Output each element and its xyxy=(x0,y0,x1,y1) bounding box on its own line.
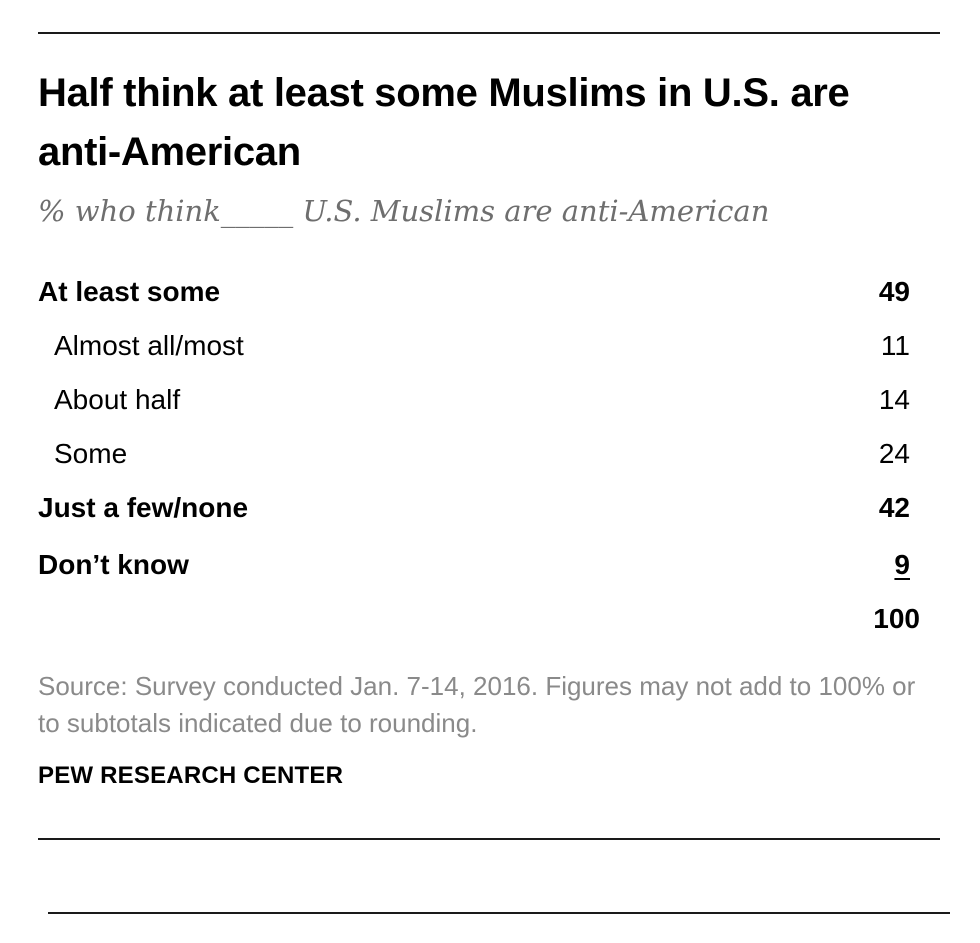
row-value: 14 xyxy=(878,384,910,415)
table-row-about-half: About half 14 xyxy=(0,380,980,420)
source-note: Source: Survey conducted Jan. 7-14, 2016… xyxy=(38,671,916,738)
table-row-almost-all-most: Almost all/most 11 xyxy=(0,326,980,366)
row-label: Almost all/most xyxy=(54,330,244,361)
top-rule xyxy=(38,32,940,34)
row-value: 49 xyxy=(878,276,910,307)
chart-title: Half think at least some Muslims in U.S.… xyxy=(38,71,850,174)
chart-subtitle: % who think_____ U.S. Muslims are anti-A… xyxy=(38,194,770,228)
row-value: 42 xyxy=(878,492,910,523)
row-label: Just a few/none xyxy=(38,492,249,523)
table-row-at-least-some: At least some 49 xyxy=(0,272,980,312)
table-row-total: 100 xyxy=(0,599,980,639)
bottom-rule xyxy=(38,838,940,840)
row-value: 11 xyxy=(880,330,910,361)
table-row-some: Some 24 xyxy=(0,434,980,474)
table-row-just-a-few-none: Just a few/none 42 xyxy=(0,488,980,528)
page-bottom-rule xyxy=(48,912,950,914)
row-value: 24 xyxy=(878,438,910,469)
total-value: 100 xyxy=(873,603,920,634)
row-value: 9 xyxy=(894,549,910,580)
brand-credit: PEW RESEARCH CENTER xyxy=(38,762,344,789)
row-label: Some xyxy=(54,438,128,469)
row-label: At least some xyxy=(38,276,221,307)
table-row-dont-know: Don’t know 9 xyxy=(0,545,980,585)
row-label: About half xyxy=(54,384,181,415)
row-label: Don’t know xyxy=(38,549,189,580)
